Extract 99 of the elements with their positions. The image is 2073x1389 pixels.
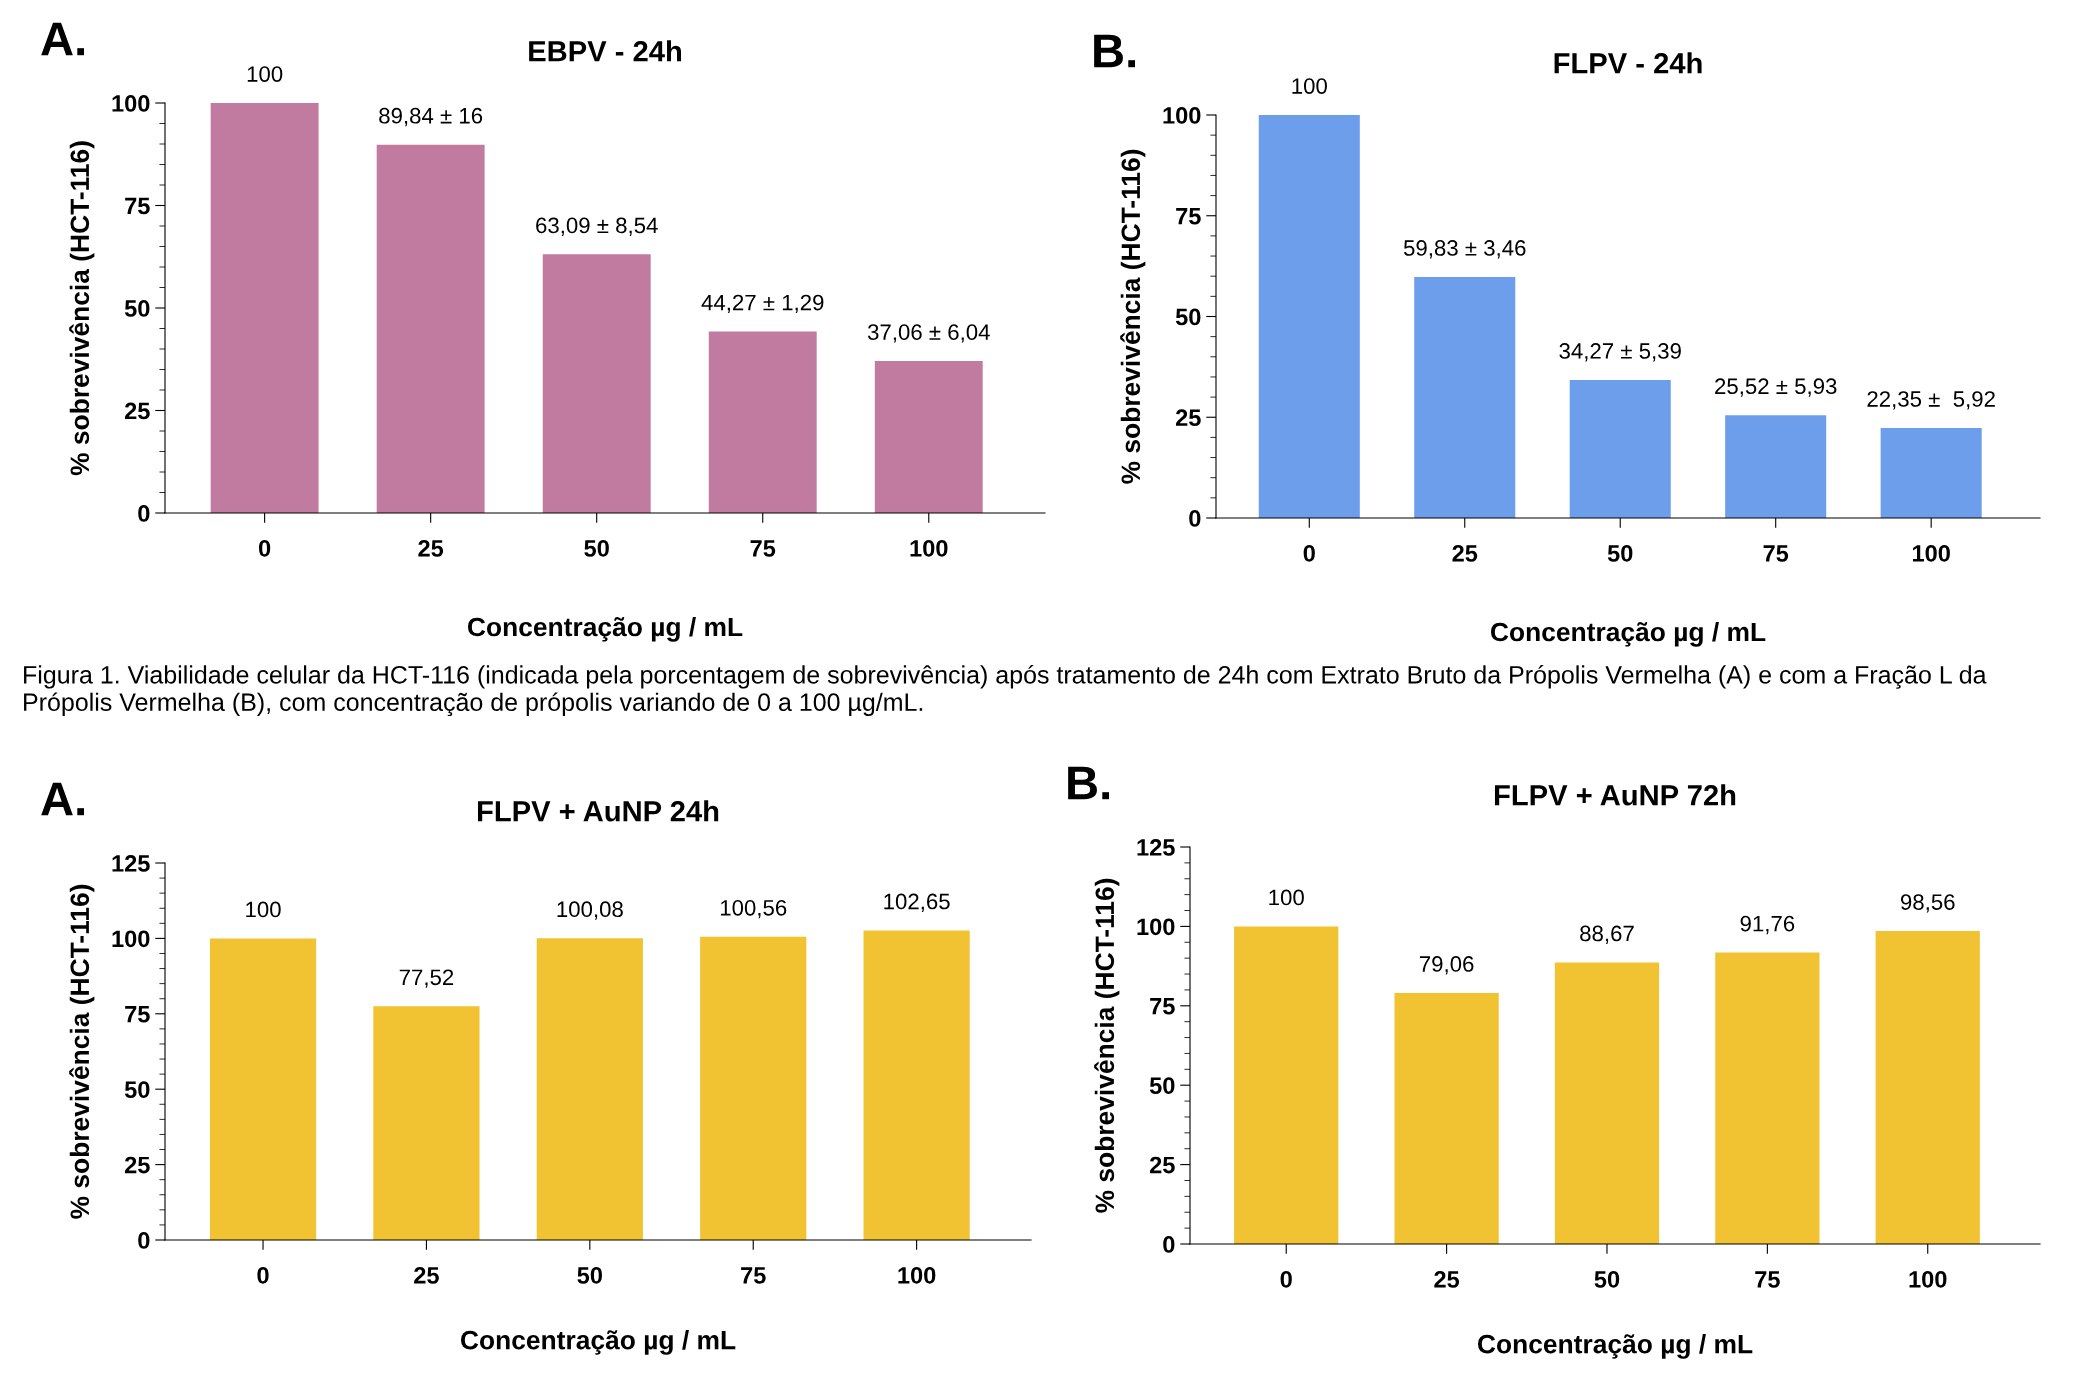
bar (874, 361, 983, 513)
text: Figura 1. Viabilidade celular da HCT-116 (indicada pela porcentagem de sobrevivência) após tratamento de 24h com Extrato Bruto da Própolis Vermelha (A) e com a Fração L da Própolis Vermelha (B), com concentração de própolis variando de 0 a 100 µg/mL. (24, 665, 1987, 717)
x-tick-label: 0 (1280, 1271, 1292, 1288)
bar (1880, 427, 1982, 518)
y-tick-label: 0 (1189, 510, 1201, 527)
bar (1394, 992, 1499, 1244)
bar (700, 936, 807, 1240)
bar (1875, 930, 1980, 1244)
text: B. (1068, 766, 1109, 800)
bar (209, 938, 317, 1240)
y-tick-label: 50 (124, 1081, 150, 1098)
data-label: 100 (247, 66, 283, 82)
x-tick-label: 0 (1303, 545, 1315, 562)
y-tick-label: 100 (112, 930, 150, 948)
x-tick-label: 0 (258, 540, 271, 557)
data-label: 102,65 (884, 893, 950, 912)
x-tick-label: 50 (577, 1267, 602, 1284)
data-label: 44,27 ± 1,29 (701, 294, 824, 314)
y-tick-label: 25 (1175, 409, 1201, 427)
y-tick-label: 100 (1137, 918, 1175, 936)
y-tick-label: 75 (1150, 998, 1175, 1015)
data-label: 91,76 (1740, 915, 1795, 935)
data-label: 25,52 ± 5,93 (1715, 378, 1837, 397)
chart-title: FLPV + AuNP 24h (477, 800, 719, 822)
bar (1554, 962, 1660, 1244)
y-axis-title: % sobrevivência (HCT-116) (1120, 149, 1146, 484)
x-tick-label: 50 (584, 540, 609, 557)
x-axis-title: Concentração µg / mL (467, 616, 743, 642)
data-label: 63,09 ± 8,54 (536, 217, 658, 236)
bar (1725, 415, 1827, 518)
data-label: 100,08 (557, 901, 623, 920)
data-label: 59,83 ± 3,46 (1403, 240, 1526, 259)
data-label: 34,27 ± 5,39 (1559, 343, 1681, 362)
y-tick-label: 125 (1137, 839, 1175, 856)
x-tick-label: 0 (257, 1267, 269, 1284)
y-tick-label: 50 (1175, 308, 1201, 326)
y-tick-label: 75 (1176, 208, 1201, 225)
bar (210, 103, 319, 513)
y-tick-label: 75 (125, 197, 150, 215)
y-axis-title: % sobrevivência (HCT-116) (69, 884, 95, 1219)
y-tick-label: 25 (124, 1156, 150, 1174)
y-tick-label: 50 (124, 300, 150, 317)
y-tick-label: 100 (1163, 107, 1201, 124)
x-tick-label: 25 (1434, 1271, 1460, 1288)
x-axis-title: Concentração µg / mL (1490, 621, 1766, 647)
y-tick-label: 25 (124, 402, 150, 420)
text: A. (41, 782, 84, 816)
x-tick-label: 25 (414, 1267, 439, 1284)
x-tick-label: 75 (1763, 545, 1789, 562)
data-label: 100 (1292, 78, 1327, 94)
text: B. (1094, 34, 1135, 68)
bar (1569, 379, 1671, 518)
y-tick-label: 75 (125, 1006, 150, 1023)
x-tick-label: 50 (1607, 545, 1633, 562)
x-tick-label: 100 (1909, 1271, 1947, 1288)
y-tick-label: 0 (1163, 1236, 1175, 1253)
text: A. (41, 22, 84, 56)
x-axis-title: Concentração µg / mL (460, 1330, 736, 1355)
data-label: 100 (246, 901, 281, 918)
data-label: 37,06 ± 6,04 (867, 324, 990, 343)
bar (1414, 276, 1516, 518)
y-tick-label: 0 (138, 505, 150, 522)
bar (373, 1006, 480, 1240)
y-tick-label: 125 (112, 855, 150, 872)
y-tick-label: 100 (112, 95, 150, 112)
bar (1234, 926, 1339, 1244)
bar (376, 144, 485, 513)
x-tick-label: 100 (898, 1267, 936, 1284)
bar (536, 938, 643, 1240)
data-label: 89,84 ± 16 (379, 107, 483, 127)
bar (708, 331, 817, 513)
y-tick-label: 50 (1149, 1077, 1175, 1094)
x-tick-label: 100 (910, 540, 948, 557)
data-label: 100 (1269, 889, 1304, 906)
data-label: 100,56 (720, 899, 787, 919)
x-tick-label: 25 (418, 540, 444, 557)
bar (1715, 952, 1820, 1244)
x-tick-label: 100 (1912, 545, 1950, 562)
x-tick-label: 75 (750, 540, 776, 557)
bar (542, 254, 651, 513)
y-tick-label: 25 (1149, 1156, 1175, 1174)
y-tick-label: 0 (138, 1232, 150, 1249)
bar (1258, 115, 1360, 518)
y-axis-title: % sobrevivência (HCT-116) (1094, 878, 1120, 1213)
data-label: 77,52 (399, 969, 454, 988)
data-label: 98,56 (1900, 894, 1955, 913)
y-axis-title: % sobrevivência (HCT-116) (69, 141, 95, 476)
x-tick-label: 50 (1594, 1271, 1620, 1288)
chart-title: FLPV - 24h (1554, 52, 1702, 74)
x-tick-label: 75 (741, 1267, 766, 1284)
data-label: 22,35 ± 5,92 (1867, 391, 1995, 410)
chart-title: EBPV - 24h (529, 40, 681, 62)
data-label: 79,06 (1419, 956, 1474, 975)
bar (863, 930, 970, 1240)
x-tick-label: 25 (1452, 545, 1478, 562)
x-tick-label: 75 (1755, 1271, 1780, 1288)
x-axis-title: Concentração µg / mL (1477, 1334, 1753, 1359)
data-label: 88,67 (1580, 925, 1634, 944)
chart-title: FLPV + AuNP 72h (1494, 784, 1736, 806)
